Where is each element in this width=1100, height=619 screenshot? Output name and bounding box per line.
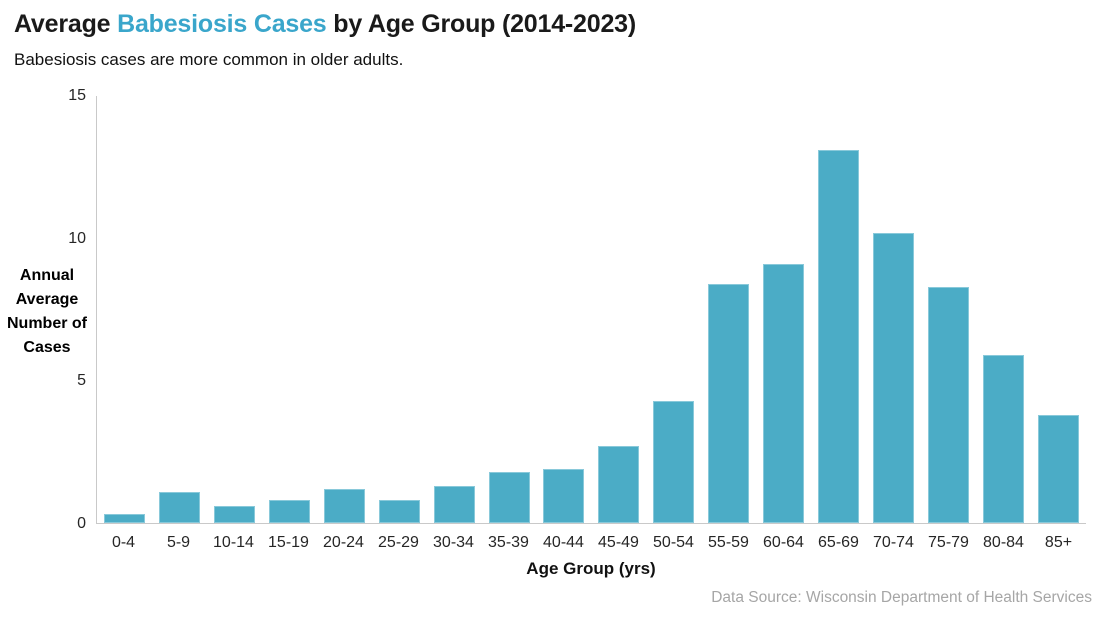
x-tick-label: 65-69 xyxy=(818,534,859,551)
bar-65-69 xyxy=(818,150,860,523)
x-tick-label: 75-79 xyxy=(928,534,969,551)
x-tick-label: 60-64 xyxy=(763,534,804,551)
bar-slot xyxy=(372,96,427,523)
y-axis-title-line: Number of xyxy=(7,315,87,332)
x-tick-label: 55-59 xyxy=(708,534,749,551)
bar-slot xyxy=(537,96,592,523)
bar-slot xyxy=(591,96,646,523)
bar-50-54 xyxy=(653,400,695,523)
title-part-1: Average xyxy=(14,10,118,38)
bar-group xyxy=(97,96,1086,523)
bar-slot xyxy=(976,96,1031,523)
bar-slot xyxy=(866,96,921,523)
x-tick-label: 10-14 xyxy=(213,534,254,551)
y-axis-title-line: Average xyxy=(15,291,79,308)
bar-25-29 xyxy=(378,500,420,523)
x-tick-label: 20-24 xyxy=(323,534,364,551)
bar-15-19 xyxy=(268,500,310,523)
bar-5-9 xyxy=(158,491,200,523)
x-tick-label: 35-39 xyxy=(488,534,529,551)
x-tick-label: 5-9 xyxy=(166,534,191,551)
bar-slot xyxy=(482,96,537,523)
page-title: Average Babesiosis Cases by Age Group (2… xyxy=(14,10,636,39)
bar-slot xyxy=(921,96,976,523)
data-source: Data Source: Wisconsin Department of Hea… xyxy=(711,589,1092,606)
bar-60-64 xyxy=(763,263,805,523)
title-part-3: by Age Group (2014-2023) xyxy=(326,10,636,38)
chart-subtitle: Babesiosis cases are more common in olde… xyxy=(14,50,404,69)
y-axis-title: Annual Average Number of Cases xyxy=(2,264,92,360)
x-tick-label: 85+ xyxy=(1044,534,1073,551)
bar-slot xyxy=(646,96,701,523)
y-tick-label: 0 xyxy=(77,515,86,532)
bar-slot xyxy=(97,96,152,523)
bar-35-39 xyxy=(488,471,530,523)
y-tick-label: 10 xyxy=(68,229,86,247)
y-axis-title-line: Annual xyxy=(19,267,75,284)
bar-slot xyxy=(262,96,317,523)
bar-85+ xyxy=(1037,414,1079,523)
y-axis-ticks: 0 5 10 15 xyxy=(30,87,86,532)
x-tick-label: 0-4 xyxy=(111,534,136,551)
x-tick-label: 80-84 xyxy=(983,534,1024,551)
x-tick-label: 50-54 xyxy=(653,534,694,551)
bar-40-44 xyxy=(543,468,585,523)
bar-slot xyxy=(701,96,756,523)
plot-area xyxy=(96,96,1086,524)
x-axis-ticks: 0-4 5-9 10-14 15-19 20-24 25-29 30-34 35-39 40-4… xyxy=(96,534,1086,552)
x-axis-title: Age Group (yrs) xyxy=(526,559,656,578)
y-axis-title-line: Cases xyxy=(23,339,71,356)
bar-slot xyxy=(317,96,372,523)
y-tick-label: 5 xyxy=(77,372,86,390)
bar-slot xyxy=(811,96,866,523)
bar-75-79 xyxy=(928,286,970,523)
bar-10-14 xyxy=(213,505,255,523)
bar-slot xyxy=(1031,96,1086,523)
bar-70-74 xyxy=(873,232,915,523)
bar-slot xyxy=(427,96,482,523)
x-tick-label: 30-34 xyxy=(433,534,474,551)
bar-30-34 xyxy=(433,486,475,523)
bar-20-24 xyxy=(323,488,365,523)
x-tick-label: 70-74 xyxy=(873,534,914,551)
x-tick-label: 40-44 xyxy=(543,534,584,551)
title-accent: Babesiosis Cases xyxy=(117,10,327,38)
x-tick-label: 15-19 xyxy=(268,534,309,551)
bar-slot xyxy=(756,96,811,523)
bar-0-4 xyxy=(103,514,145,523)
bar-55-59 xyxy=(708,283,750,523)
x-tick-label: 25-29 xyxy=(378,534,419,551)
bar-80-84 xyxy=(982,355,1024,523)
bar-slot xyxy=(207,96,262,523)
x-tick-label: 45-49 xyxy=(598,534,639,551)
bar-slot xyxy=(152,96,207,523)
y-tick-label: 15 xyxy=(68,87,86,104)
bar-45-49 xyxy=(598,446,640,523)
